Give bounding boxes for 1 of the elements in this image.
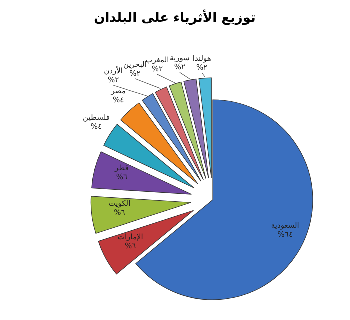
chart-title: توزيع الأثرياء على البلدان <box>94 9 256 26</box>
